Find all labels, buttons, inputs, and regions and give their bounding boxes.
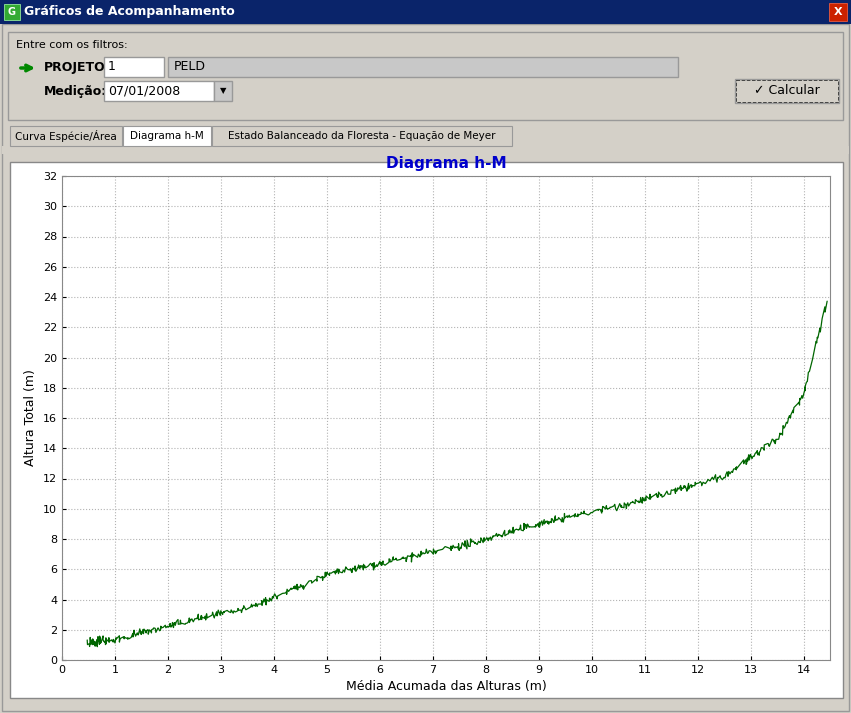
Text: Curva Espécie/Área: Curva Espécie/Área [15, 130, 117, 142]
Text: Diagrama h-M: Diagrama h-M [130, 131, 204, 141]
Bar [829, 3, 847, 21]
Text: PELD: PELD [174, 61, 206, 73]
Text: ▼: ▼ [220, 86, 226, 96]
Bar [736, 80, 838, 102]
Text: X: X [834, 7, 842, 17]
Text: G: G [8, 7, 16, 17]
Bar [4, 4, 20, 20]
Bar [8, 32, 843, 120]
Bar [212, 126, 512, 146]
Bar [10, 126, 122, 146]
Bar [104, 57, 164, 77]
Bar [10, 162, 843, 698]
X-axis label: Média Acumada das Alturas (m): Média Acumada das Alturas (m) [346, 680, 546, 694]
Bar [214, 81, 232, 101]
Text: Estado Balanceado da Floresta - Equação de Meyer: Estado Balanceado da Floresta - Equação … [228, 131, 496, 141]
Bar [123, 126, 211, 146]
Text: 07/01/2008: 07/01/2008 [108, 85, 180, 98]
Bar [168, 57, 678, 77]
Bar [0, 0, 851, 24]
Bar [735, 79, 839, 103]
Text: ✓ Calcular: ✓ Calcular [754, 85, 820, 98]
Text: 1: 1 [108, 61, 116, 73]
Text: Gráficos de Acompanhamento: Gráficos de Acompanhamento [24, 6, 235, 19]
Bar [2, 146, 849, 154]
Text: Entre com os filtros:: Entre com os filtros: [16, 40, 128, 50]
Text: Medição:: Medição: [44, 86, 107, 98]
Text: PROJETO:: PROJETO: [44, 61, 111, 74]
Y-axis label: Altura Total (m): Altura Total (m) [25, 369, 37, 466]
Title: Diagrama h-M: Diagrama h-M [386, 155, 506, 170]
Bar [104, 81, 214, 101]
